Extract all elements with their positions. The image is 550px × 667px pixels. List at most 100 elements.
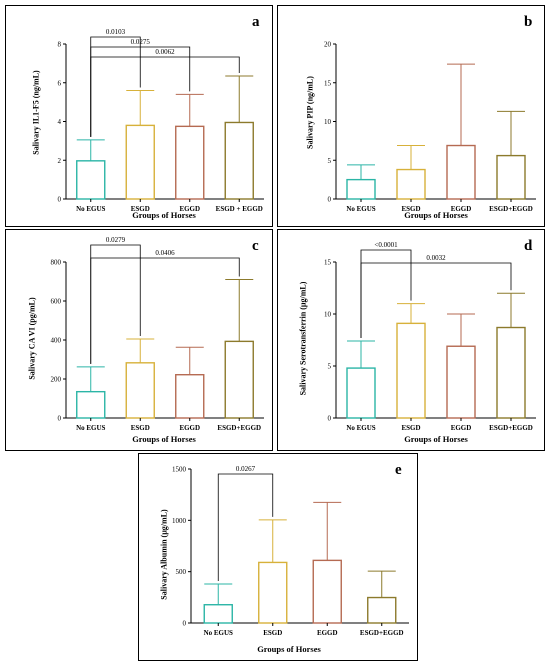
y-axis-label-e: Salivary Albumin (µg/mL) bbox=[159, 509, 169, 600]
bar-c bbox=[224, 340, 254, 419]
bar-c bbox=[76, 390, 106, 419]
p-value-label-a: 0.0103 bbox=[106, 28, 126, 36]
comparison-bracket-c bbox=[90, 257, 240, 364]
category-label-d: ESGD bbox=[401, 424, 420, 432]
y-tick-label-b: 10 bbox=[324, 118, 332, 126]
bar-b bbox=[496, 154, 526, 200]
y-tick-label-b: 5 bbox=[328, 157, 332, 165]
y-tick-label-e: 1500 bbox=[172, 466, 187, 474]
bar-e bbox=[312, 559, 342, 624]
panel-label-e: e bbox=[395, 462, 402, 478]
category-label-e: No EGUS bbox=[204, 629, 233, 637]
category-label-e: EGGD bbox=[317, 629, 338, 637]
bar-c bbox=[175, 374, 205, 419]
panel-d: 0 5 10 15 No EGUS ESGD EGGD ESGD+EGGD <0.0001 0.0… bbox=[277, 229, 545, 451]
comparison-bracket-a bbox=[90, 36, 141, 137]
category-label-b: ESGD+EGGD bbox=[489, 205, 533, 213]
bar-d bbox=[446, 345, 476, 419]
y-tick-label-a: 6 bbox=[58, 79, 62, 87]
category-label-a: ESGD bbox=[131, 205, 150, 213]
comparison-bracket-a bbox=[90, 56, 240, 137]
y-tick-label-c: 0 bbox=[58, 415, 62, 423]
category-label-d: No EGUS bbox=[346, 424, 375, 432]
bar-a bbox=[224, 121, 254, 200]
y-tick-label-e: 0 bbox=[183, 620, 187, 628]
p-value-label-a: 0.0275 bbox=[131, 38, 151, 46]
panel-c: 0 200 400 600 800 No EGUS ESGD EGGD ESGD+EGGD 0.0… bbox=[5, 229, 273, 451]
category-label-d: ESGD+EGGD bbox=[489, 424, 533, 432]
y-tick-label-a: 2 bbox=[58, 157, 62, 165]
y-tick-label-d: 5 bbox=[328, 363, 332, 371]
category-label-c: ESGD bbox=[131, 424, 150, 432]
bar-a bbox=[175, 125, 205, 200]
y-axis-label-a: Salivary IL1-F5 (ng/mL) bbox=[31, 70, 41, 155]
panel-label-a: a bbox=[252, 14, 260, 30]
x-axis-label-c: Groups of Horses bbox=[132, 434, 196, 444]
p-value-label-c: 0.0406 bbox=[155, 249, 175, 257]
panel-label-b: b bbox=[524, 14, 533, 30]
category-label-a: EGGD bbox=[179, 205, 200, 213]
panel-label-d: d bbox=[524, 238, 533, 254]
chart-d: 0 5 10 15 No EGUS ESGD EGGD ESGD+EGGD <0.0001 0.0… bbox=[324, 241, 536, 432]
chart-b: 0 5 10 15 20 No EGUS ESGD EGGD ESGD+EGGD bbox=[324, 41, 536, 213]
category-label-c: No EGUS bbox=[76, 424, 105, 432]
y-tick-label-d: 15 bbox=[324, 259, 332, 267]
bar-a bbox=[76, 160, 106, 200]
category-label-e: ESGD+EGGD bbox=[360, 629, 404, 637]
y-tick-label-c: 800 bbox=[51, 259, 62, 267]
category-label-d: EGGD bbox=[451, 424, 472, 432]
y-tick-label-e: 500 bbox=[176, 568, 187, 576]
y-tick-label-c: 600 bbox=[51, 298, 62, 306]
bar-d bbox=[346, 367, 376, 419]
y-tick-label-b: 0 bbox=[328, 196, 332, 204]
y-tick-label-c: 400 bbox=[51, 337, 62, 345]
x-axis-label-b: Groups of Horses bbox=[404, 210, 468, 220]
bar-d bbox=[396, 322, 426, 419]
y-axis-label-b: Salivary PIP (ng/mL) bbox=[305, 76, 315, 149]
y-tick-label-b: 20 bbox=[324, 41, 332, 49]
y-tick-label-d: 0 bbox=[328, 415, 332, 423]
panel-e: 0 500 1000 1500 No EGUS ESGD EGGD ESGD+EGGD 0.02… bbox=[138, 453, 418, 661]
comparison-bracket-d bbox=[360, 262, 512, 339]
panel-a: 0 2 4 6 8 No EGUS ESGD EGGD ESGD + EGGD 0.0103 0.0… bbox=[5, 5, 273, 227]
y-axis-label-c: Salivary CA VI (pg/mL) bbox=[27, 297, 37, 380]
category-label-b: No EGUS bbox=[346, 205, 375, 213]
x-axis-label-e: Groups of Horses bbox=[257, 644, 321, 654]
bar-b bbox=[346, 178, 376, 200]
category-label-e: ESGD bbox=[263, 629, 282, 637]
p-value-label-d: <0.0001 bbox=[374, 241, 398, 249]
category-label-b: EGGD bbox=[451, 205, 472, 213]
bar-b bbox=[446, 144, 476, 200]
y-tick-label-b: 15 bbox=[324, 79, 332, 87]
bar-c bbox=[125, 362, 155, 419]
category-label-c: EGGD bbox=[179, 424, 200, 432]
panel-b: 0 5 10 15 20 No EGUS ESGD EGGD ESGD+EGGD b Saliv… bbox=[277, 5, 545, 227]
comparison-bracket-e bbox=[217, 473, 274, 581]
bar-a bbox=[125, 124, 155, 200]
chart-e: 0 500 1000 1500 No EGUS ESGD EGGD ESGD+EGGD 0.02… bbox=[172, 465, 409, 637]
p-value-label-a: 0.0062 bbox=[155, 48, 175, 56]
y-tick-label-a: 4 bbox=[58, 118, 62, 126]
y-tick-label-a: 8 bbox=[58, 41, 62, 49]
category-label-a: No EGUS bbox=[76, 205, 105, 213]
x-axis-label-d: Groups of Horses bbox=[404, 434, 468, 444]
p-value-label-e: 0.0267 bbox=[236, 465, 256, 473]
y-tick-label-a: 0 bbox=[58, 196, 62, 204]
bar-e bbox=[367, 596, 397, 624]
p-value-label-c: 0.0279 bbox=[106, 236, 126, 244]
x-axis-label-a: Groups of Horses bbox=[132, 210, 196, 220]
category-label-a: ESGD + EGGD bbox=[216, 205, 263, 213]
bar-b bbox=[396, 168, 426, 200]
chart-a: 0 2 4 6 8 No EGUS ESGD EGGD ESGD + EGGD 0.0103 0.0… bbox=[58, 28, 264, 213]
panel-label-c: c bbox=[252, 238, 259, 254]
comparison-bracket-c bbox=[90, 244, 141, 364]
y-axis-label-d: Salivary Serotransferrin (µg/mL) bbox=[298, 281, 308, 396]
y-tick-label-e: 1000 bbox=[172, 517, 187, 525]
category-label-b: ESGD bbox=[401, 205, 420, 213]
bar-e bbox=[203, 604, 233, 624]
p-value-label-d: 0.0032 bbox=[426, 254, 446, 262]
y-tick-label-d: 10 bbox=[324, 311, 332, 319]
category-label-c: ESGD+EGGD bbox=[217, 424, 261, 432]
y-tick-label-c: 200 bbox=[51, 376, 62, 384]
bar-d bbox=[496, 326, 526, 419]
